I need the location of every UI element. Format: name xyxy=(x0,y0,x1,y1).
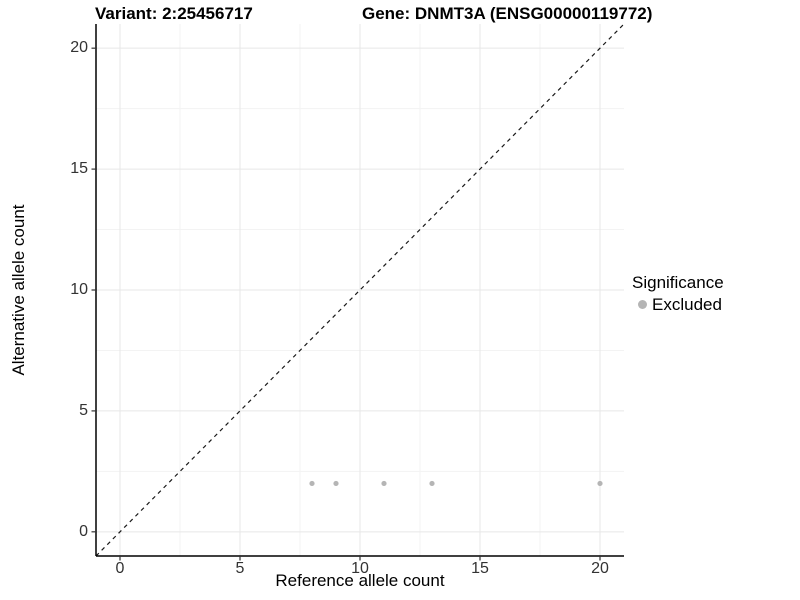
y-tick-label: 0 xyxy=(79,522,88,540)
y-tick-label: 20 xyxy=(70,39,88,57)
identity-line xyxy=(95,23,625,557)
data-point xyxy=(333,480,339,487)
data-point xyxy=(597,480,603,487)
legend: Significance Excluded xyxy=(632,273,724,314)
y-tick-label: 5 xyxy=(79,401,88,419)
y-tick-label: 15 xyxy=(70,160,88,178)
data-point xyxy=(429,480,435,487)
x-tick-label: 15 xyxy=(471,560,489,577)
x-axis-title: Reference allele count xyxy=(275,571,445,590)
gene-title: Gene: DNMT3A (ENSG00000119772) xyxy=(362,4,653,23)
x-tick-label: 20 xyxy=(591,560,609,577)
data-point xyxy=(309,480,315,487)
legend-item-excluded: Excluded xyxy=(638,295,724,314)
y-axis-title: Alternative allele count xyxy=(9,204,28,376)
y-tick-label: 10 xyxy=(70,281,88,298)
plot-panel xyxy=(91,23,625,561)
x-tick-label: 5 xyxy=(235,560,245,577)
x-tick-label: 0 xyxy=(115,560,125,577)
legend-title: Significance xyxy=(632,273,724,292)
legend-item-label: Excluded xyxy=(652,295,722,314)
data-point xyxy=(381,480,387,487)
variant-title: Variant: 2:25456717 xyxy=(95,4,253,23)
excluded-point-icon xyxy=(638,300,647,309)
x-tick-label: 10 xyxy=(351,560,369,577)
plot-area xyxy=(91,23,625,561)
